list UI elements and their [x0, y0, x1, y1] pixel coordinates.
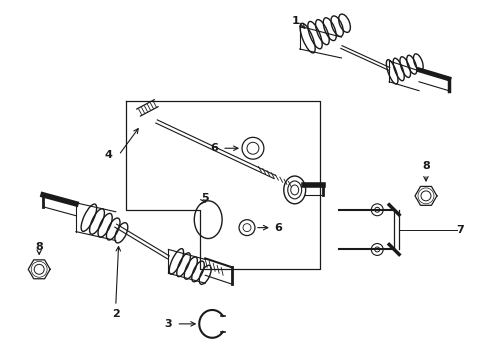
Text: 8: 8 — [422, 161, 430, 171]
Text: 2: 2 — [112, 309, 120, 319]
Text: 5: 5 — [201, 193, 209, 203]
Text: 6: 6 — [274, 222, 282, 233]
Text: 8: 8 — [35, 243, 43, 252]
Text: 3: 3 — [165, 319, 172, 329]
Text: 1: 1 — [292, 16, 300, 26]
Text: 4: 4 — [105, 150, 113, 160]
Text: 6: 6 — [210, 143, 218, 153]
Text: 7: 7 — [456, 225, 464, 235]
